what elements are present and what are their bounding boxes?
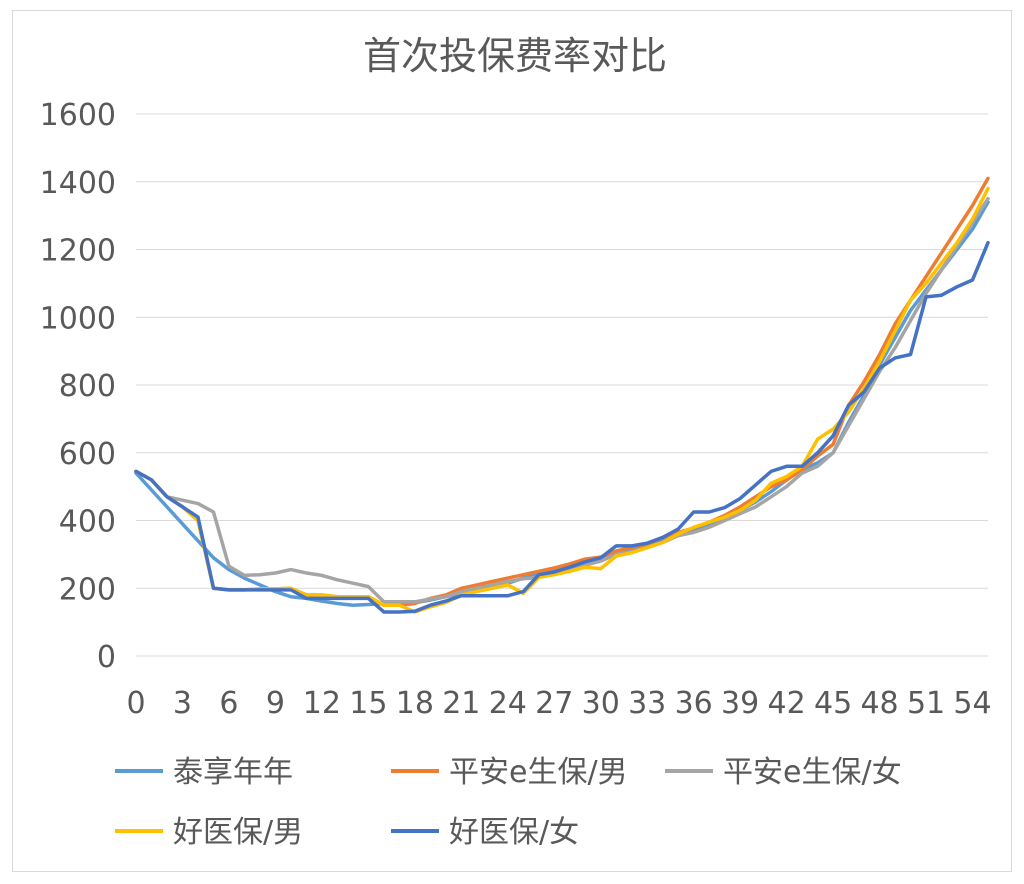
x-tick-label: 48 (860, 686, 898, 721)
legend-label: 平安e生保/男 (449, 755, 628, 790)
y-tick-label: 400 (59, 505, 116, 540)
x-tick-label: 39 (721, 686, 759, 721)
y-tick-label: 1600 (40, 98, 116, 133)
y-tick-label: 0 (97, 640, 116, 675)
legend: 泰享年年 平安e生保/男 平安e生保/女 好医保/男 好医保/女 (115, 755, 902, 850)
legend-label: 泰享年年 (173, 755, 293, 790)
x-tick-label: 6 (219, 686, 238, 721)
legend-item-pingan-female[interactable]: 平安e生保/女 (665, 755, 902, 790)
x-tick-label: 36 (675, 686, 713, 721)
x-tick-label: 45 (814, 686, 852, 721)
y-tick-label: 600 (59, 437, 116, 472)
series-line-4 (134, 240, 990, 614)
x-tick-label: 27 (535, 686, 573, 721)
legend-item-pingan-male[interactable]: 平安e生保/男 (391, 755, 628, 790)
x-tick-label: 15 (349, 686, 387, 721)
x-tick-label: 24 (489, 686, 527, 721)
y-tick-label: 1200 (40, 234, 116, 269)
series-lines (134, 176, 990, 614)
x-tick-label: 21 (442, 686, 480, 721)
x-tick-label: 18 (396, 686, 434, 721)
legend-item-taixiang[interactable]: 泰享年年 (115, 755, 293, 790)
y-tick-label: 800 (59, 369, 116, 404)
legend-label: 好医保/女 (449, 815, 579, 850)
chart-svg: 首次投保费率对比 0 200 400 600 800 1000 1200 1400 1600 0… (40, 34, 992, 850)
chart-title: 首次投保费率对比 (363, 34, 667, 78)
x-tick-label: 51 (907, 686, 945, 721)
y-tick-label: 200 (59, 572, 116, 607)
x-tick-label: 42 (768, 686, 806, 721)
x-tick-label: 54 (953, 686, 991, 721)
x-tick-label: 0 (126, 686, 145, 721)
x-tick-label: 3 (173, 686, 192, 721)
x-tick-label: 30 (582, 686, 620, 721)
y-axis: 0 200 400 600 800 1000 1200 1400 1600 (40, 98, 116, 675)
legend-label: 平安e生保/女 (723, 755, 902, 790)
legend-item-haoyibao-female[interactable]: 好医保/女 (391, 815, 579, 850)
x-tick-label: 9 (266, 686, 285, 721)
legend-label: 好医保/男 (173, 815, 303, 850)
x-tick-label: 33 (628, 686, 666, 721)
legend-item-haoyibao-male[interactable]: 好医保/男 (115, 815, 303, 850)
y-tick-label: 1000 (40, 301, 116, 336)
chart-frame: 首次投保费率对比 0 200 400 600 800 1000 1200 1400 1600 0… (12, 10, 1012, 872)
y-tick-label: 1400 (40, 166, 116, 201)
x-tick-label: 12 (303, 686, 341, 721)
x-axis: 0 3 6 9 12 15 18 21 24 27 30 33 36 39 42 45 48 51 54 (126, 686, 991, 721)
